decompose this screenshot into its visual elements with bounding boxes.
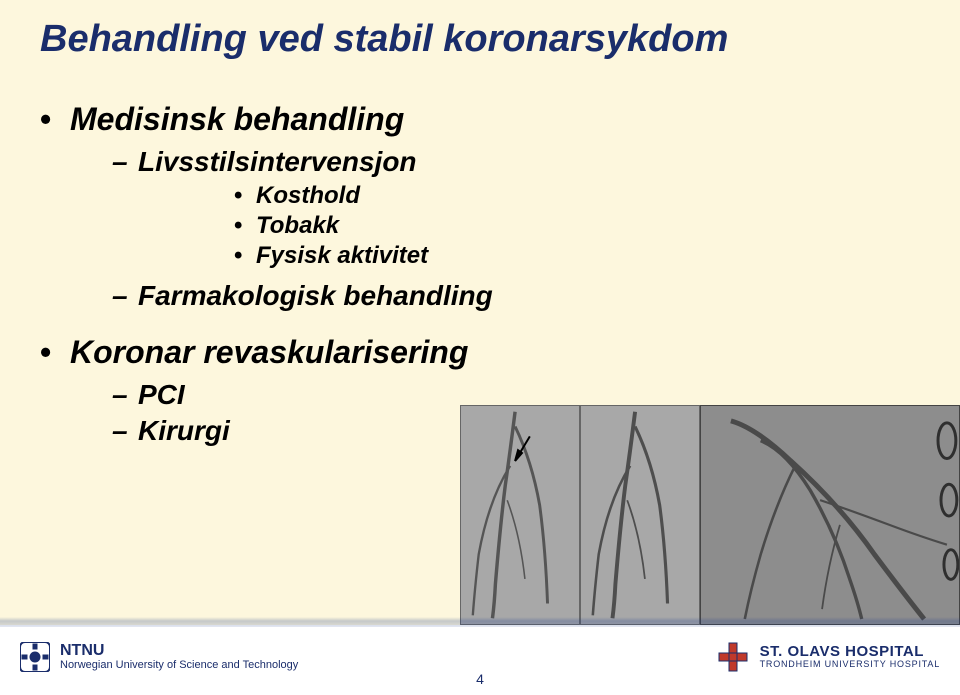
stolav-logo: ST. OLAVS HOSPITAL TRONDHEIM UNIVERSITY … <box>716 640 940 674</box>
bullet-l3: Tobakk <box>138 212 920 240</box>
stolav-logo-text: ST. OLAVS HOSPITAL TRONDHEIM UNIVERSITY … <box>760 644 940 669</box>
bullet-text: PCI <box>138 379 185 410</box>
bullet-l2: Livsstilsintervensjon Kosthold Tobakk Fy… <box>70 146 920 270</box>
stolav-name: ST. OLAVS HOSPITAL <box>760 644 940 660</box>
ntnu-logo: NTNU Norwegian University of Science and… <box>20 642 298 672</box>
bullet-l3: Fysisk aktivitet <box>138 242 920 270</box>
angiogram-pair <box>460 405 700 625</box>
ntnu-logo-icon <box>20 642 50 672</box>
page-number: 4 <box>476 671 484 687</box>
stolav-subtitle: TRONDHEIM UNIVERSITY HOSPITAL <box>760 660 940 669</box>
ntnu-subtitle: Norwegian University of Science and Tech… <box>60 660 298 672</box>
footer: NTNU Norwegian University of Science and… <box>0 625 960 695</box>
bullet-text: Tobakk <box>256 212 339 239</box>
slide: Behandling ved stabil koronarsykdom Medi… <box>0 0 960 695</box>
bullet-l3: Kosthold <box>138 182 920 210</box>
bullet-list: Medisinsk behandling Livsstilsintervensj… <box>40 101 920 447</box>
bullet-text: Kirurgi <box>138 415 230 446</box>
bullet-text: Medisinsk behandling <box>70 101 404 137</box>
footer-gradient <box>0 617 960 627</box>
slide-title: Behandling ved stabil koronarsykdom <box>40 18 920 61</box>
bullet-sublist: Livsstilsintervensjon Kosthold Tobakk Fy… <box>70 146 920 312</box>
bullet-l2: Farmakologisk behandling <box>70 280 920 312</box>
angiogram-after <box>580 405 700 625</box>
angiogram-large <box>700 405 960 625</box>
bullet-subsublist: Kosthold Tobakk Fysisk aktivitet <box>138 182 920 270</box>
bullet-text: Livsstilsintervensjon <box>138 146 417 177</box>
slide-content: Behandling ved stabil koronarsykdom Medi… <box>0 0 960 625</box>
ntnu-logo-text: NTNU Norwegian University of Science and… <box>60 643 298 671</box>
bullet-text: Kosthold <box>256 182 360 209</box>
bullet-text: Farmakologisk behandling <box>138 280 493 311</box>
bullet-text: Koronar revaskularisering <box>70 334 468 370</box>
angiogram-images <box>460 405 960 625</box>
bullet-l1: Medisinsk behandling Livsstilsintervensj… <box>40 101 920 312</box>
angiogram-before <box>460 405 580 625</box>
ntnu-name: NTNU <box>60 643 298 660</box>
bullet-text: Fysisk aktivitet <box>256 242 428 269</box>
stolav-logo-icon <box>716 640 750 674</box>
